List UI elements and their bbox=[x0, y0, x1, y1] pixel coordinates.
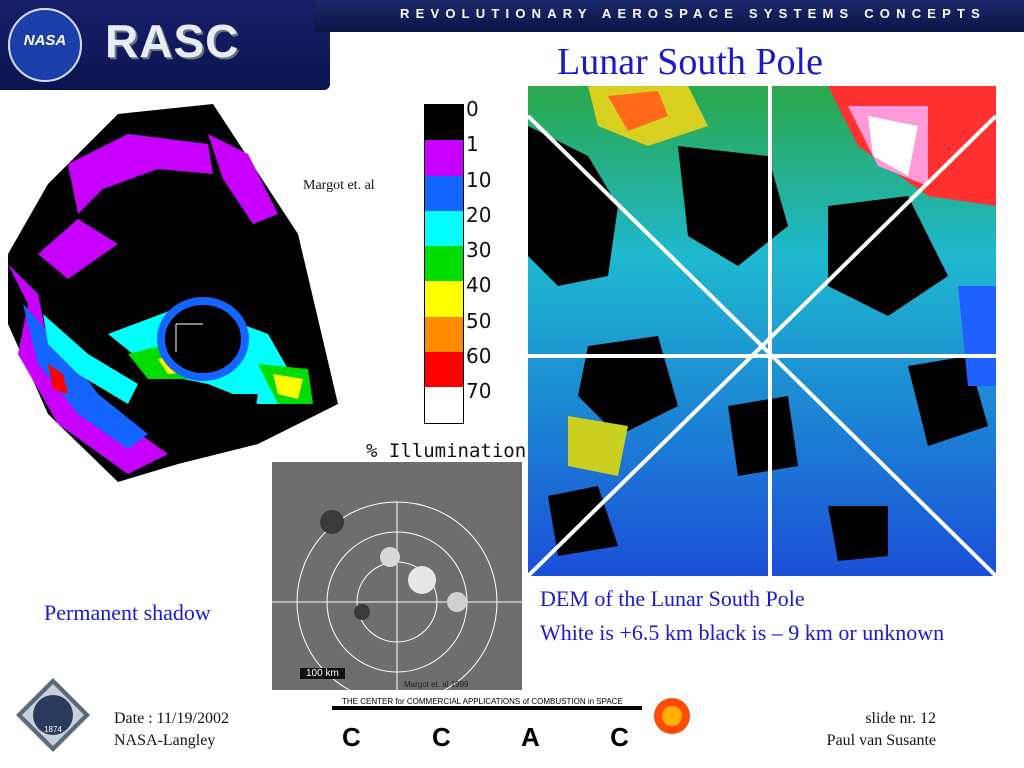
legend-swatch bbox=[425, 246, 463, 282]
ccacs-logo: THE CENTER for COMMERCIAL APPLICATIONS o… bbox=[332, 694, 717, 754]
legend-label: 70 bbox=[466, 379, 492, 404]
ccacs-banner-text: THE CENTER for COMMERCIAL APPLICATIONS o… bbox=[342, 697, 623, 706]
footer-slide-block: slide nr. 12 Paul van Susante bbox=[700, 708, 936, 752]
legend-label: 1 bbox=[466, 132, 479, 157]
nasa-logo-text: NASA bbox=[23, 32, 67, 49]
legend-label: 30 bbox=[466, 238, 492, 263]
permanent-shadow-label: Permanent shadow bbox=[44, 600, 211, 625]
legend-label: 0 bbox=[466, 97, 479, 121]
legend-swatch bbox=[425, 175, 463, 211]
legend-label: 20 bbox=[466, 202, 492, 227]
legend-label: 10 bbox=[466, 167, 492, 192]
header-banner bbox=[315, 0, 1024, 32]
lunar-south-pole-photo bbox=[272, 462, 522, 690]
photo-credit: Margot et. al 1999 bbox=[404, 680, 469, 689]
legend-label: 60 bbox=[466, 344, 492, 369]
slide-title: Lunar South Pole bbox=[557, 41, 823, 83]
legend-swatch bbox=[425, 387, 463, 423]
illumination-credit: Margot et. al bbox=[303, 178, 375, 193]
legend-swatch bbox=[425, 352, 463, 388]
dem-map bbox=[528, 86, 996, 576]
legend-swatch bbox=[425, 316, 463, 353]
legend-labels: 0 1 10 20 30 40 50 60 70 bbox=[466, 92, 526, 410]
legend-swatch bbox=[425, 281, 463, 317]
banner-text: REVOLUTIONARY AEROSPACE SYSTEMS CONCEPTS bbox=[400, 6, 987, 21]
ccacs-logo-graphic: THE CENTER for COMMERCIAL APPLICATIONS o… bbox=[332, 697, 717, 752]
dem-caption: DEM of the Lunar South Pole White is +6.… bbox=[540, 582, 960, 650]
rasc-logo: RASC bbox=[105, 15, 240, 67]
seal-year: 1874 bbox=[44, 725, 62, 734]
illumination-caption: % Illumination bbox=[366, 440, 527, 462]
legend-swatch bbox=[425, 140, 463, 176]
ccacs-letters: C C A C S bbox=[342, 722, 700, 752]
legend-swatch bbox=[425, 105, 463, 141]
footer-author: Paul van Susante bbox=[826, 732, 936, 749]
footer-date: Date : 11/19/2002 bbox=[114, 710, 229, 727]
legend-label: 40 bbox=[466, 273, 492, 298]
dem-caption-line2: White is +6.5 km black is – 9 km or unkn… bbox=[540, 620, 945, 645]
colorado-school-of-mines-seal: 1874 bbox=[16, 678, 90, 752]
dem-caption-line1: DEM of the Lunar South Pole bbox=[540, 586, 805, 611]
nasa-logo bbox=[8, 8, 82, 82]
legend-label: 50 bbox=[466, 308, 492, 333]
legend-swatch bbox=[425, 210, 463, 247]
photo-scale-label: 100 km bbox=[300, 668, 345, 679]
illumination-map bbox=[8, 104, 338, 482]
footer-date-block: Date : 11/19/2002 NASA-Langley bbox=[114, 708, 229, 752]
footer-slide-number: slide nr. 12 bbox=[865, 710, 936, 727]
illumination-legend bbox=[424, 104, 464, 424]
footer-org: NASA-Langley bbox=[114, 732, 216, 749]
